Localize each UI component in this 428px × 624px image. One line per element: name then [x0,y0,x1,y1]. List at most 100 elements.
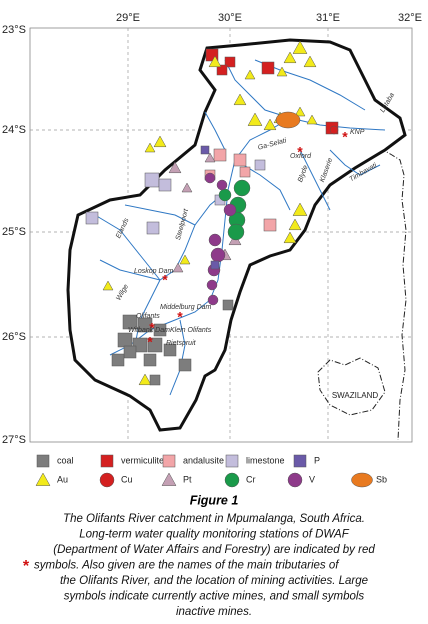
caption-line: symbols. Also given are the names of the… [34,560,340,572]
mine-square [36,454,50,468]
caption-line: The Olifants River catchment in Mpumalan… [63,513,365,525]
mine-triangle [208,55,222,68]
station-marker: * [149,320,155,336]
place-label: Witbank Dam [128,327,170,334]
mine-square [147,337,163,353]
legend-label: Cu [121,474,133,484]
mine-triangle [244,69,256,80]
mine-triangle [102,280,114,291]
river [224,59,386,131]
river [99,259,161,281]
mine-square [254,159,266,171]
mine-triangle [294,106,306,117]
mine-triangle [35,472,51,486]
mine-triangle [181,182,193,193]
legend-label: Pt [183,474,192,484]
river [204,111,226,151]
mine-symbols [85,40,339,386]
station-marker: * [147,334,153,350]
mine-triangle [288,218,302,231]
mine-square [122,314,138,330]
mine-circle [329,125,339,135]
mine-triangle [247,112,263,126]
legend-label: Au [57,474,68,484]
legend: coal vermiculite andalusite limestone P Au Cu P… [35,454,387,488]
mine-circle [210,247,226,263]
mine-square [239,166,251,178]
mine-circle [207,294,219,306]
caption-line: (Department of Water Affairs and Forestr… [53,544,375,556]
river [299,149,331,211]
place-label: Klein Olifants [170,327,212,334]
station-marker: * [162,272,168,288]
place-label: Loskop Dam [134,268,173,275]
mine-square [100,454,114,468]
mine-triangle [153,135,167,148]
river [159,189,229,281]
mine-triangle [179,254,191,265]
mine-square [213,148,227,162]
mine-triangle [233,93,247,106]
river [134,279,161,346]
mine-square [293,454,307,468]
station-marker: * [297,144,303,160]
legend-label: limestone [246,455,285,465]
mine-triangle [283,231,297,244]
mine-square [216,64,228,76]
mine-triangle [172,262,184,273]
mine-square [178,358,192,372]
mine-square [111,353,125,367]
mine-circle [351,472,373,488]
mine-square [85,211,99,225]
legend-label: vermiculite [121,455,164,465]
legend-label: coal [57,455,74,465]
place-label: Rietspruit [166,340,197,347]
mine-square [200,145,210,155]
longitude-label: 29°E [116,12,140,24]
mine-circle [208,233,222,247]
longitude-label: 32°E [398,12,422,24]
legend-label: V [309,474,315,484]
mine-triangle [161,472,177,486]
latitude-label: 27°S [2,434,26,446]
mine-square [117,332,133,348]
mine-square [158,178,172,192]
caption-line: symbols indicate currently active mines,… [64,591,365,603]
country-label: SWAZILAND [332,391,379,400]
swaziland-border [317,357,386,416]
river [124,204,196,226]
mine-circle [206,279,218,291]
mine-triangle [292,202,308,216]
legend-label: andalusite [183,455,224,465]
mine-square [233,153,247,167]
mine-triangle [292,40,308,54]
legend-label: P [314,455,320,465]
latitude-label: 23°S [2,24,26,36]
river [329,149,381,176]
mine-circle [223,203,237,217]
station-marker: * [342,129,348,145]
mine-square [224,56,236,68]
border [379,147,407,441]
place-label: Middelburg Dam [160,304,212,311]
mine-circle [204,172,216,184]
caption-line: inactive mines. [176,606,252,618]
station-marker: * [177,309,183,325]
legend-label: Cr [246,474,256,484]
latitude-label: 24°S [2,124,26,136]
mine-triangle [168,161,182,174]
mine-triangle [276,66,288,77]
mine-square [222,299,234,311]
place-label: Olifants [136,313,160,320]
mine-circle [275,111,301,129]
mine-square [149,374,161,386]
caption-line: Long-term water quality monitoring stati… [79,529,349,541]
mine-square [146,221,160,235]
mine-square [144,172,160,188]
mine-square [163,343,177,357]
station-symbol: * [23,558,30,575]
monitoring-stations: ****** [147,129,348,350]
latitude-label: 25°S [2,226,26,238]
